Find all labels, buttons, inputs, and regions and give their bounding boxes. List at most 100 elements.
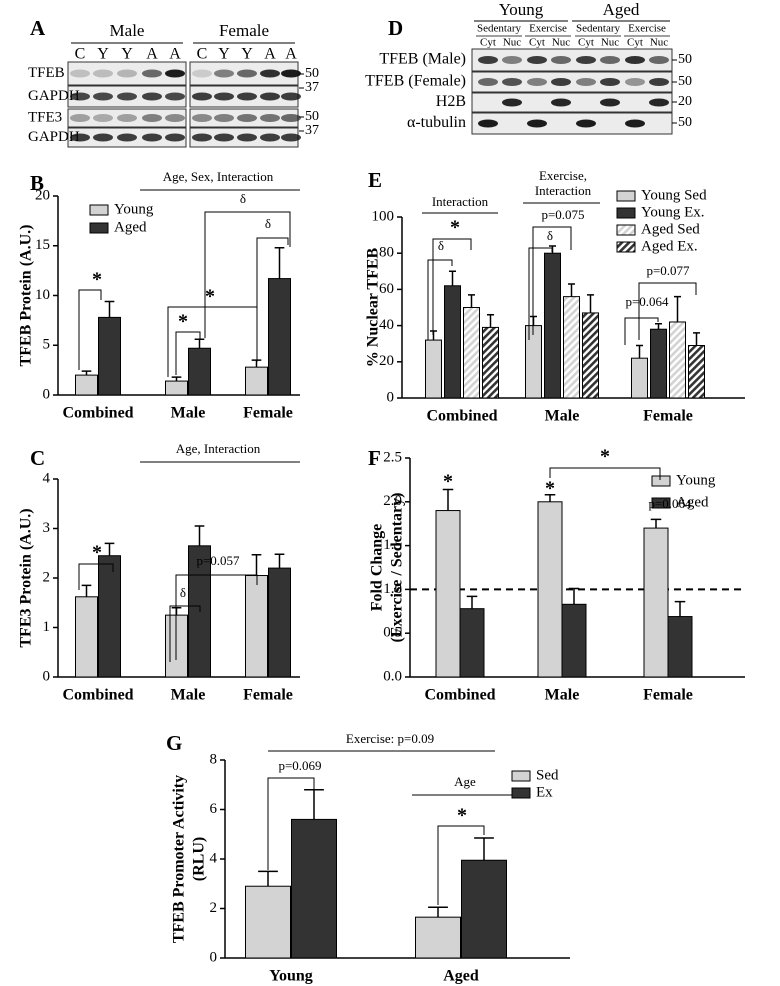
blot-group-label: Aged (603, 0, 640, 19)
error-bar (274, 246, 285, 279)
marker-label: 50 (305, 109, 319, 124)
bar (650, 328, 667, 399)
row-label: GAPDH (28, 129, 80, 145)
x-tick-label: Male (171, 687, 206, 704)
error-bar (194, 338, 205, 349)
bar (245, 575, 268, 678)
annotation: p=0.077 (646, 263, 690, 278)
panel-label: G (166, 731, 182, 755)
significance-bracket (175, 331, 201, 375)
annotation: Age, Interaction (176, 441, 261, 456)
row-label: GAPDH (28, 88, 80, 104)
significance-bracket (427, 259, 453, 340)
lane-label: Y (241, 46, 253, 63)
blot-band (649, 78, 669, 86)
x-tick-label: Female (243, 687, 293, 704)
x-tick-label: Combined (62, 687, 133, 704)
error-bar (467, 294, 476, 308)
error-bar (544, 494, 556, 502)
blot-band (165, 92, 185, 101)
blot-band (260, 69, 280, 78)
annotation: δ (547, 228, 553, 243)
annotation: * (178, 311, 188, 333)
significance-bracket (175, 574, 258, 660)
blot-band (551, 78, 571, 86)
bar (245, 366, 268, 396)
x-tick-label: Male (545, 687, 580, 704)
error-bar (81, 584, 92, 597)
condition-label: Sedentary (576, 23, 620, 35)
blot-band (281, 92, 301, 101)
x-tick-label: Female (243, 405, 293, 422)
blot-band (70, 69, 90, 78)
blot-group-label: Young (499, 0, 544, 19)
y-axis-label: Fold Change (369, 524, 386, 612)
significance-bracket (624, 317, 659, 345)
bar (188, 347, 211, 396)
blot-band (576, 78, 596, 86)
x-tick-label: Combined (424, 687, 495, 704)
x-tick-label: Male (545, 408, 580, 425)
significance-bracket (549, 467, 661, 480)
bar (643, 527, 669, 678)
annotation: Age, Sex, Interaction (163, 169, 274, 184)
marker-label: 20 (678, 94, 692, 109)
bar (631, 357, 648, 399)
y-tick-label: 2 (210, 900, 218, 916)
bar (75, 374, 98, 396)
error-bar (448, 270, 457, 286)
blot-band (260, 92, 280, 101)
blot-band (165, 69, 185, 78)
error-bar (274, 553, 285, 569)
significance-bracket (204, 211, 291, 338)
blot-band (551, 98, 571, 107)
y-axis-label: TFE3 Protein (A.U.) (18, 508, 35, 647)
annotation: p=0.064 (648, 496, 692, 511)
lane-label: Nuc (650, 37, 668, 49)
blot-group-label: Male (110, 21, 145, 40)
blot-band (576, 119, 596, 128)
legend-label: Young Sed (641, 187, 707, 203)
blot-band (93, 114, 113, 122)
bar (667, 616, 693, 678)
blot-band (527, 119, 547, 128)
bar (461, 859, 507, 959)
significance-bracket (528, 247, 553, 340)
panel-label: C (30, 446, 45, 470)
annotation: δ (240, 191, 246, 206)
error-bar (194, 525, 205, 546)
blot-band (625, 78, 645, 86)
lane-label: A (264, 46, 276, 63)
blot-band (237, 69, 257, 78)
error-bar (171, 376, 182, 382)
y-tick-label: 2.5 (383, 449, 402, 465)
blot-band (214, 69, 234, 78)
bar (563, 296, 580, 399)
lane-label: C (197, 46, 208, 63)
annotation: Exercise: p=0.09 (346, 731, 434, 746)
legend-swatch (616, 207, 636, 219)
blot-band (93, 69, 113, 78)
blot-band (478, 119, 498, 128)
marker-label: 50 (305, 66, 319, 81)
lane-label: Cyt (480, 37, 496, 49)
y-tick-label: 1.5 (383, 537, 402, 553)
blot-band (478, 56, 498, 64)
lane-label: A (285, 46, 297, 63)
bar (544, 252, 561, 399)
x-tick-label: Young (269, 968, 313, 985)
significance-bracket (432, 238, 472, 335)
annotation: * (92, 542, 102, 564)
legend-swatch (89, 222, 109, 234)
y-tick-label: 1.0 (383, 581, 402, 597)
lane-label: Y (121, 46, 133, 63)
blot-band (192, 114, 212, 122)
lane-label: Cyt (578, 37, 594, 49)
annotation: * (205, 286, 215, 308)
annotation: * (92, 269, 102, 291)
legend-swatch (651, 475, 671, 487)
error-bar (474, 837, 494, 861)
annotation: δ (265, 216, 271, 231)
y-tick-label: 60 (379, 281, 394, 297)
blot-band (237, 133, 257, 142)
